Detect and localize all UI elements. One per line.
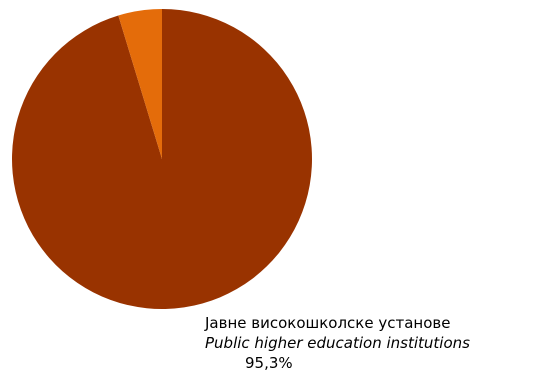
pie-slices: [11, 9, 312, 310]
pie-slice-other: [118, 9, 162, 159]
slice-label-public: Јавне високошколске установе Public high…: [205, 313, 535, 373]
slice-label-english: Public higher education institutions: [205, 334, 470, 352]
pie-slice-public: [11, 9, 312, 310]
slice-label-serbian: Јавне високошколске установе: [205, 314, 451, 332]
slice-value-label: 95,3%: [245, 354, 293, 372]
